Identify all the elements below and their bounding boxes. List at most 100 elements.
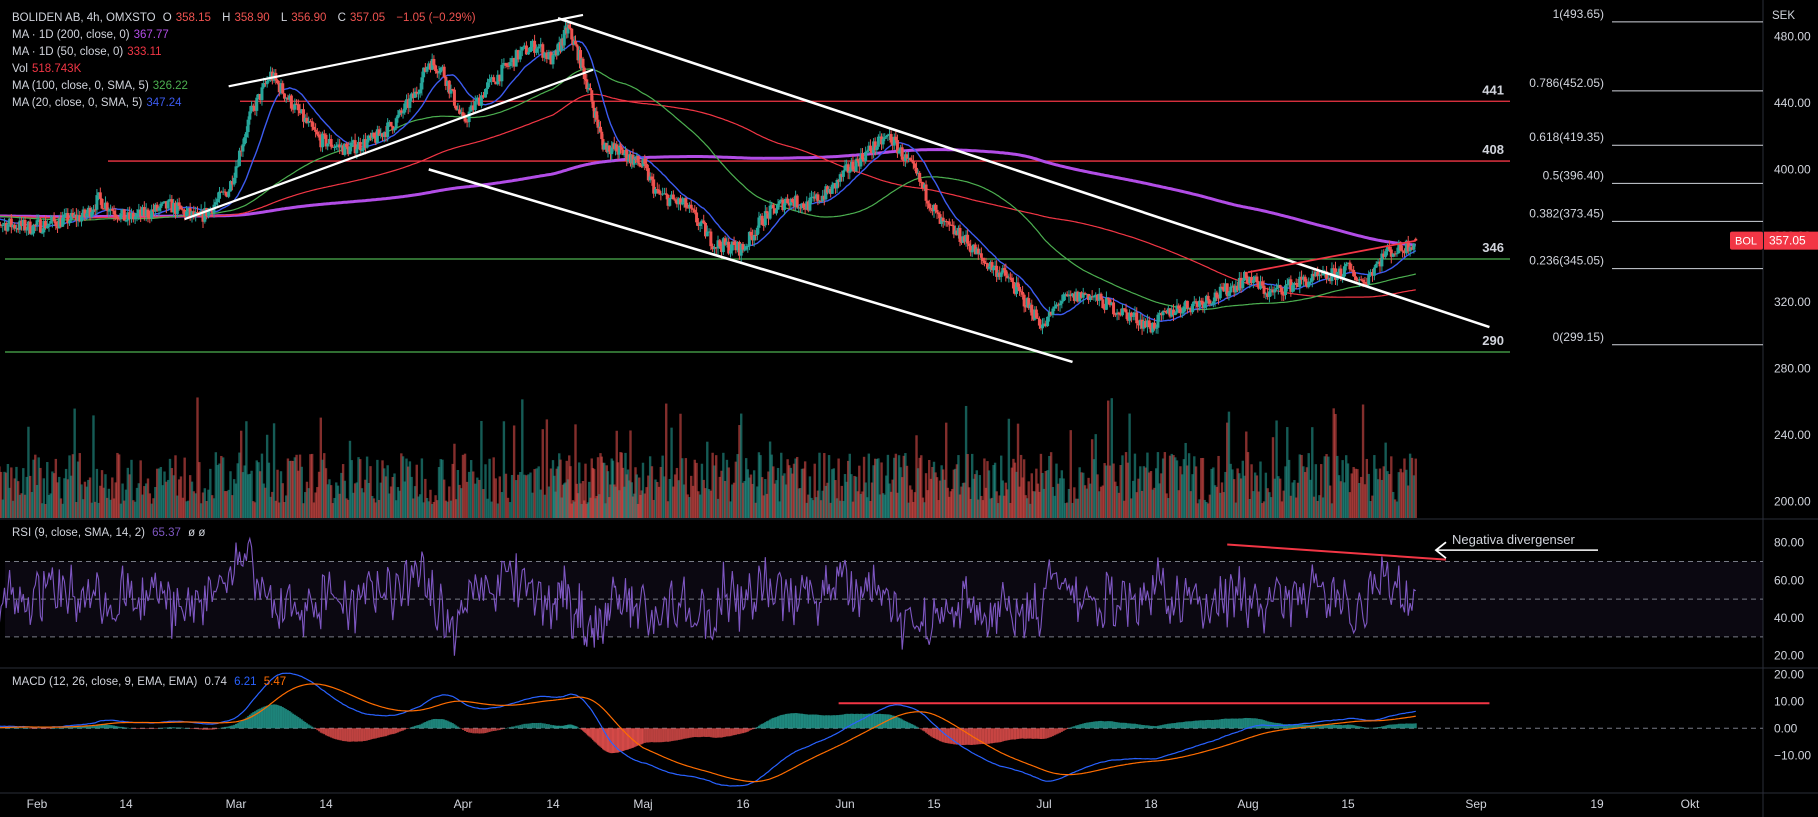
volume-bar [269, 496, 272, 518]
macd-hist-bar [304, 721, 307, 729]
macd-hist-bar [158, 728, 160, 729]
candle-body [932, 204, 936, 212]
candle-body [52, 216, 56, 222]
macd-hist-bar [446, 720, 449, 729]
indicator-legend-3[interactable]: MA (100, close, 0, SMA, 5) 326.22 [12, 78, 192, 94]
volume-bar [969, 498, 972, 518]
macd-hist-bar [805, 714, 808, 729]
volume-bar [348, 440, 352, 518]
volume-bar [720, 470, 723, 518]
volume-bar [341, 464, 345, 518]
volume-bar [203, 488, 207, 518]
volume-bar [839, 500, 842, 518]
annotation-text: Negativa divergenser [1452, 532, 1576, 547]
volume-bar [775, 480, 778, 518]
volume-bar [255, 460, 258, 518]
candle-body [1339, 268, 1343, 277]
volume-bar [1397, 472, 1401, 518]
price-tick-label: 480.00 [1774, 30, 1811, 44]
candle-body [62, 214, 66, 218]
candle-body [146, 209, 150, 217]
volume-bar [1018, 486, 1021, 518]
macd-hist-bar [794, 712, 797, 729]
indicator-legend-4[interactable]: MA (20, close, 0, SMA, 5) 347.24 [12, 95, 186, 111]
volume-bar [262, 483, 265, 518]
macd-legend[interactable]: MACD (12, 26, close, 9, EMA, EMA) 0.74 6… [12, 674, 290, 690]
volume-bar [545, 419, 549, 518]
candle-body [1296, 284, 1300, 287]
candle-body [370, 132, 374, 138]
macd-hist-bar [408, 727, 411, 729]
divergence-line [1227, 543, 1446, 561]
volume-bar [312, 502, 316, 518]
volume-bar [751, 483, 754, 518]
candle-body [1168, 308, 1172, 317]
volume-bar [288, 460, 291, 518]
macd-hist-bar [905, 721, 908, 729]
candle-body [1244, 271, 1248, 279]
volume-bar [132, 500, 135, 518]
macd-hist-bar [1142, 725, 1145, 729]
macd-hist-bar [1377, 727, 1380, 729]
candle-body [456, 109, 460, 111]
candle-body [551, 55, 555, 65]
candle-body [1414, 238, 1418, 241]
macd-hist-bar [642, 728, 644, 744]
macd-hist-bar [286, 710, 289, 729]
macd-hist-bar [549, 724, 552, 729]
volume-bar [1232, 479, 1236, 518]
macd-hist-bar [233, 724, 236, 729]
indicator-legend-2[interactable]: Vol 518.743K [12, 61, 85, 77]
candle-body [1042, 323, 1046, 325]
volume-bar [23, 494, 27, 518]
macd-hist-bar [357, 728, 360, 742]
candle-body [1099, 293, 1103, 300]
macd-hist-bar [147, 728, 149, 729]
macd-hist-bar [625, 728, 628, 750]
candle-body [302, 109, 305, 122]
volume-bar [44, 503, 47, 518]
macd-hist-bar [658, 728, 661, 743]
volume-bar [848, 453, 851, 518]
volume-bar [652, 499, 655, 518]
macd-hist-bar [125, 727, 127, 729]
volume-bar [1277, 476, 1280, 518]
candle-body [144, 209, 148, 216]
macd-hist-bar [1203, 720, 1206, 729]
volume-bar [575, 483, 578, 518]
candle-body [900, 147, 904, 160]
candle-body [824, 186, 828, 200]
candle-body [1408, 247, 1412, 252]
rising-line [1247, 239, 1416, 274]
macd-hist-bar [1360, 726, 1363, 729]
indicator-value: 518.743K [32, 63, 82, 75]
volume-bar [799, 488, 802, 518]
macd-hist-bar [796, 713, 799, 729]
volume-bar [1361, 404, 1365, 518]
macd-line-value: 6.21 [234, 676, 257, 688]
candle-body [1110, 302, 1114, 306]
volume-bar [543, 494, 547, 518]
macd-hist-bar [1214, 719, 1217, 729]
volume-bar [1222, 492, 1225, 518]
rsi-legend[interactable]: RSI (9, close, SMA, 14, 2) 65.37 ø ø [12, 525, 209, 541]
volume-bar [99, 485, 102, 518]
macd-hist-bar [960, 728, 963, 746]
candle-body [686, 207, 690, 209]
macd-hist-bar [848, 713, 851, 729]
macd-hist-bar [152, 728, 155, 729]
volume-bar [618, 490, 621, 518]
indicator-legend-1[interactable]: MA · 1D (50, close, 0) 333.11 [12, 44, 166, 60]
time-tick-label: Maj [633, 797, 652, 811]
macd-hist-bar [1141, 724, 1144, 729]
candle-body [1196, 302, 1200, 307]
candle-body [671, 194, 675, 200]
indicator-legend-0[interactable]: MA · 1D (200, close, 0) 367.77 [12, 27, 173, 43]
volume-bar [1391, 491, 1395, 518]
macd-hist-bar [82, 726, 85, 729]
volume-bar [573, 501, 576, 518]
volume-bar [784, 484, 788, 518]
volume-bar [975, 470, 978, 518]
macd-hist-bar [200, 728, 203, 730]
